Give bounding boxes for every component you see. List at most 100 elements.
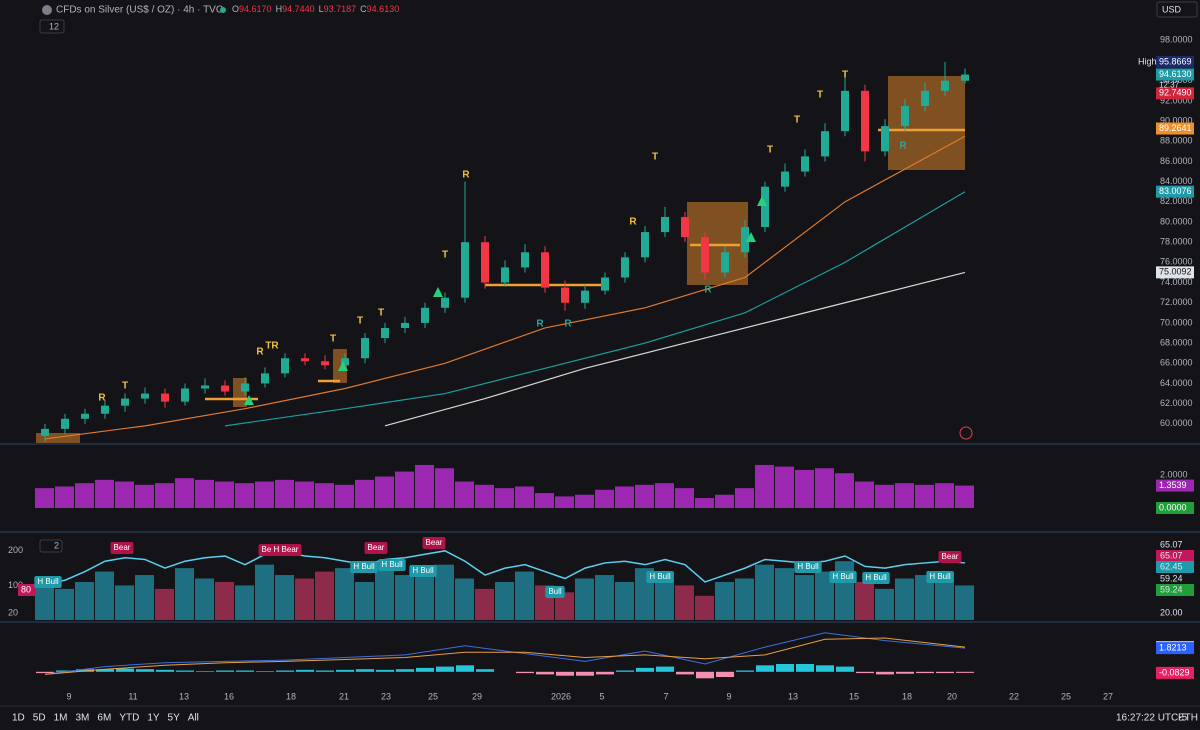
pattern-tag: H Bull (353, 562, 375, 571)
zone-box (333, 349, 347, 383)
range-button[interactable]: 1D (12, 713, 25, 724)
pattern-tag-bg (926, 571, 954, 583)
y-tick-label: 84.0000 (1160, 176, 1193, 186)
range-button[interactable]: 5Y (168, 713, 181, 724)
badge-box[interactable] (39, 539, 63, 553)
indicator-bar (335, 568, 354, 620)
indicator-bar (575, 494, 594, 508)
indicator-bar (955, 485, 974, 508)
range-button[interactable]: 3M (76, 713, 90, 724)
signal-label: R (256, 347, 264, 358)
symbol-icon (42, 5, 52, 15)
macd-line (44, 632, 966, 675)
indicator-bar (435, 564, 454, 620)
candle-body (181, 388, 189, 402)
currency-box[interactable] (1156, 1, 1198, 18)
y-tick-label: 200 (8, 545, 23, 555)
indicator-bar (95, 479, 114, 508)
indicator-bar (655, 571, 674, 620)
signal-up (757, 196, 767, 206)
indicator-bar (535, 493, 554, 508)
indicator-badge[interactable]: 2 (54, 540, 59, 550)
price-label: 83.0076 (1159, 186, 1192, 196)
range-button[interactable]: YTD (119, 713, 139, 724)
x-tick-label: 11 (128, 691, 137, 701)
badge-box[interactable] (39, 19, 65, 34)
header: CFDs on Silver (US$ / OZ) · 4h · TVC O94… (39, 1, 1198, 553)
x-tick-label: 15 (849, 691, 859, 701)
y-tick-label: 88.0000 (1160, 136, 1193, 146)
y-tick-label: 86.0000 (1160, 156, 1193, 166)
candle-body (381, 327, 389, 339)
price-label-bg (1156, 479, 1194, 492)
candle-body (121, 398, 129, 406)
countdown: 12:37 (1159, 81, 1180, 90)
pattern-tag-bg (829, 571, 857, 583)
indicator-bar (675, 585, 694, 620)
histogram-bar (876, 671, 894, 675)
indicator-bar (515, 571, 534, 620)
histogram-bar (516, 671, 534, 674)
indicator-bar (855, 481, 874, 508)
histogram-bar (396, 669, 414, 672)
histogram-bar (856, 671, 874, 674)
indicator-bar (275, 479, 294, 508)
x-tick-label: 18 (286, 691, 296, 701)
range-button[interactable]: All (188, 713, 199, 724)
indicator-value: 62.45 (1160, 561, 1183, 571)
pattern-tag: H Bull (929, 572, 951, 581)
candle-body (921, 90, 929, 106)
ohlc-value: 94.7440 (282, 4, 315, 14)
price-label-bg (1156, 266, 1194, 279)
range-button[interactable]: 1Y (147, 713, 160, 724)
price-label: 0.0000 (1159, 502, 1187, 512)
ohlc: O94.6170 H94.7440 L93.7187 C94.6130 (232, 4, 399, 14)
candle-body (881, 126, 889, 152)
histogram-bar (536, 671, 554, 675)
session[interactable]: ETH (1178, 713, 1198, 724)
indicator-bar (215, 581, 234, 620)
x-tick-label: 23 (381, 691, 391, 701)
candle-body (521, 252, 529, 268)
histogram-bar (736, 670, 754, 672)
pattern-tag: H Bull (37, 577, 59, 586)
signal-up (433, 287, 443, 297)
range-button[interactable]: 6M (97, 713, 111, 724)
histogram-bar (296, 669, 314, 672)
range-button[interactable]: 1M (54, 713, 68, 724)
indicator-bar (715, 494, 734, 508)
pattern-tag-bg (862, 572, 890, 584)
histogram-bar (156, 669, 174, 672)
histogram-bar (336, 669, 354, 672)
candle-body (821, 131, 829, 157)
candle-body (401, 322, 409, 328)
pattern-tag-bg (422, 537, 446, 549)
indicator-bar (415, 568, 434, 620)
indicator-bar (595, 489, 614, 508)
indicator-bar (295, 578, 314, 620)
indicator-bar (135, 575, 154, 620)
pattern-tag: H Bull (797, 562, 819, 571)
indicator-bar (55, 486, 74, 508)
range-button[interactable]: 5D (33, 713, 46, 724)
y-tick-label: 78.0000 (1160, 237, 1193, 247)
price-label-bg (1156, 502, 1194, 514)
ohlc-key: C (360, 4, 367, 14)
interval-badge[interactable]: 12 (49, 21, 59, 31)
currency[interactable]: USD (1162, 4, 1182, 14)
price-label: 1.3539 (1159, 480, 1187, 490)
candle-body (741, 227, 749, 253)
y-tick-label: 64.0000 (1160, 378, 1193, 388)
alert-icon[interactable] (959, 426, 973, 440)
candle-body (361, 338, 369, 359)
indicator-bar (235, 483, 254, 508)
indicator-bar (155, 588, 174, 620)
indicator-bar (315, 571, 334, 620)
indicator-bar (115, 481, 134, 508)
indicator-bar (815, 571, 834, 620)
price-label-bg (1156, 55, 1194, 68)
candle-body (641, 232, 649, 258)
candle-body (281, 358, 289, 374)
label-bg (1156, 584, 1194, 596)
symbol[interactable]: CFDs on Silver (US$ / OZ) · 4h · TVC (56, 5, 223, 16)
